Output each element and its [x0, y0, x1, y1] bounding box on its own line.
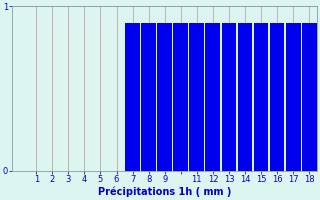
Bar	[254, 23, 268, 171]
Bar	[189, 23, 204, 171]
Bar	[205, 23, 220, 171]
Bar	[125, 23, 140, 171]
Bar	[157, 23, 172, 171]
Bar	[173, 23, 188, 171]
X-axis label: Précipitations 1h ( mm ): Précipitations 1h ( mm )	[98, 187, 231, 197]
Bar	[302, 23, 316, 171]
Bar	[141, 23, 156, 171]
Bar	[286, 23, 300, 171]
Bar	[221, 23, 236, 171]
Bar	[237, 23, 252, 171]
Bar	[270, 23, 284, 171]
